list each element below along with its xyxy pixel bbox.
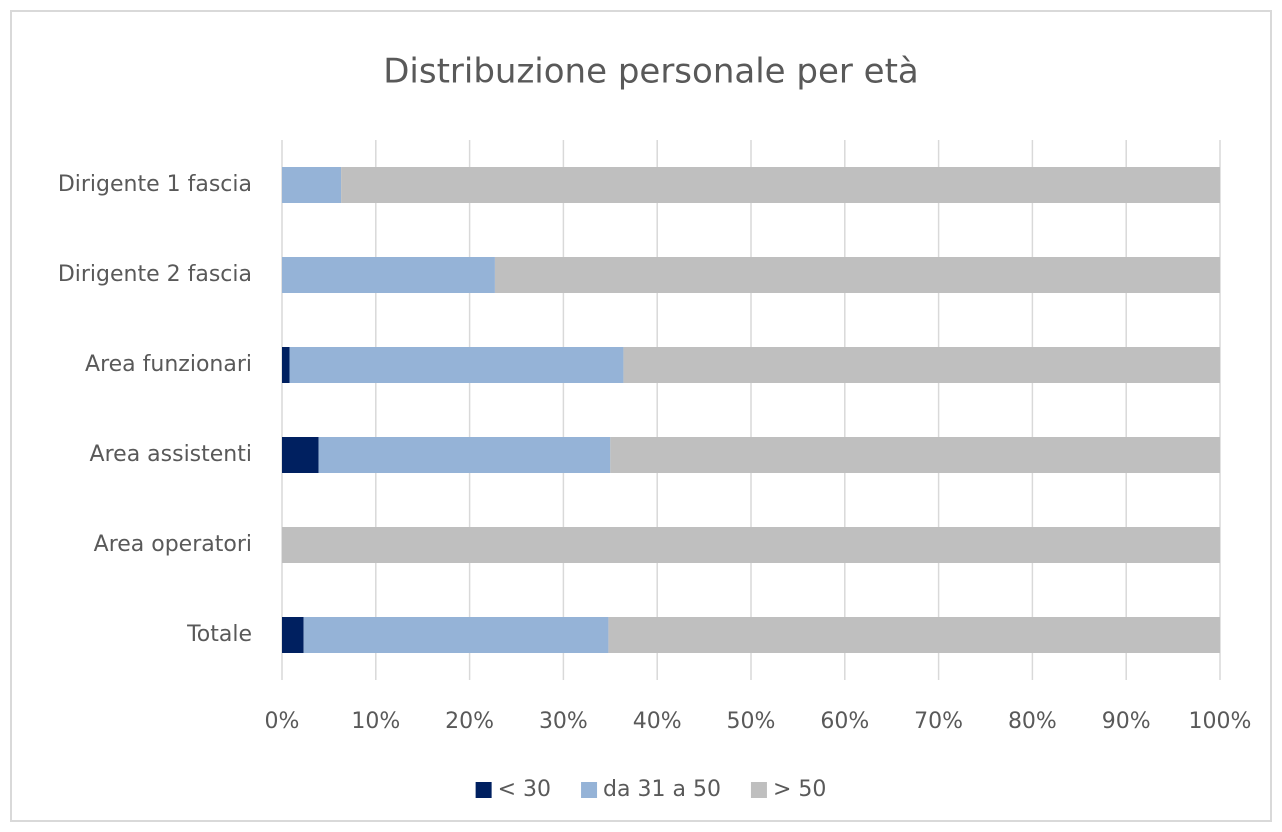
bar-segment (341, 167, 1220, 203)
x-tick-label: 10% (351, 709, 400, 734)
legend-label: da 31 a 50 (603, 777, 721, 802)
bar-segment (623, 347, 1220, 383)
x-tick-label: 20% (445, 709, 494, 734)
chart-title: Distribuzione personale per età (383, 52, 919, 92)
y-tick-label: Dirigente 2 fascia (58, 262, 252, 287)
y-tick-label: Area assistenti (90, 442, 252, 467)
y-tick-label: Totale (186, 622, 252, 647)
bar-segment (303, 617, 609, 653)
x-tick-label: 70% (914, 709, 963, 734)
bar-segment (608, 617, 1220, 653)
x-tick-label: 30% (539, 709, 588, 734)
x-tick-label: 50% (727, 709, 776, 734)
legend-swatch (475, 782, 492, 798)
x-tick-label: 80% (1008, 709, 1057, 734)
legend-swatch (750, 782, 767, 798)
bar-segment (282, 437, 319, 473)
x-tick-label: 60% (820, 709, 869, 734)
x-tick-label: 40% (633, 709, 682, 734)
legend-label: < 30 (498, 777, 551, 802)
bar-segment (282, 167, 342, 203)
bar-segment (318, 437, 611, 473)
bar-segment (610, 437, 1220, 473)
x-tick-label: 0% (265, 709, 300, 734)
legend-swatch (581, 782, 598, 798)
bar-segment (282, 617, 304, 653)
x-tick-label: 90% (1102, 709, 1151, 734)
y-tick-label: Dirigente 1 fascia (58, 172, 252, 197)
legend-label: > 50 (773, 777, 826, 802)
chart-frame (10, 10, 1272, 822)
y-tick-label: Area funzionari (85, 352, 252, 377)
bar-segment (289, 347, 624, 383)
bar-segment (282, 257, 495, 293)
x-tick-label: 100% (1189, 709, 1252, 734)
y-tick-label: Area operatori (94, 532, 252, 557)
bar-segment (494, 257, 1220, 293)
bar-segment (282, 347, 290, 383)
bar-segment (282, 527, 1220, 563)
